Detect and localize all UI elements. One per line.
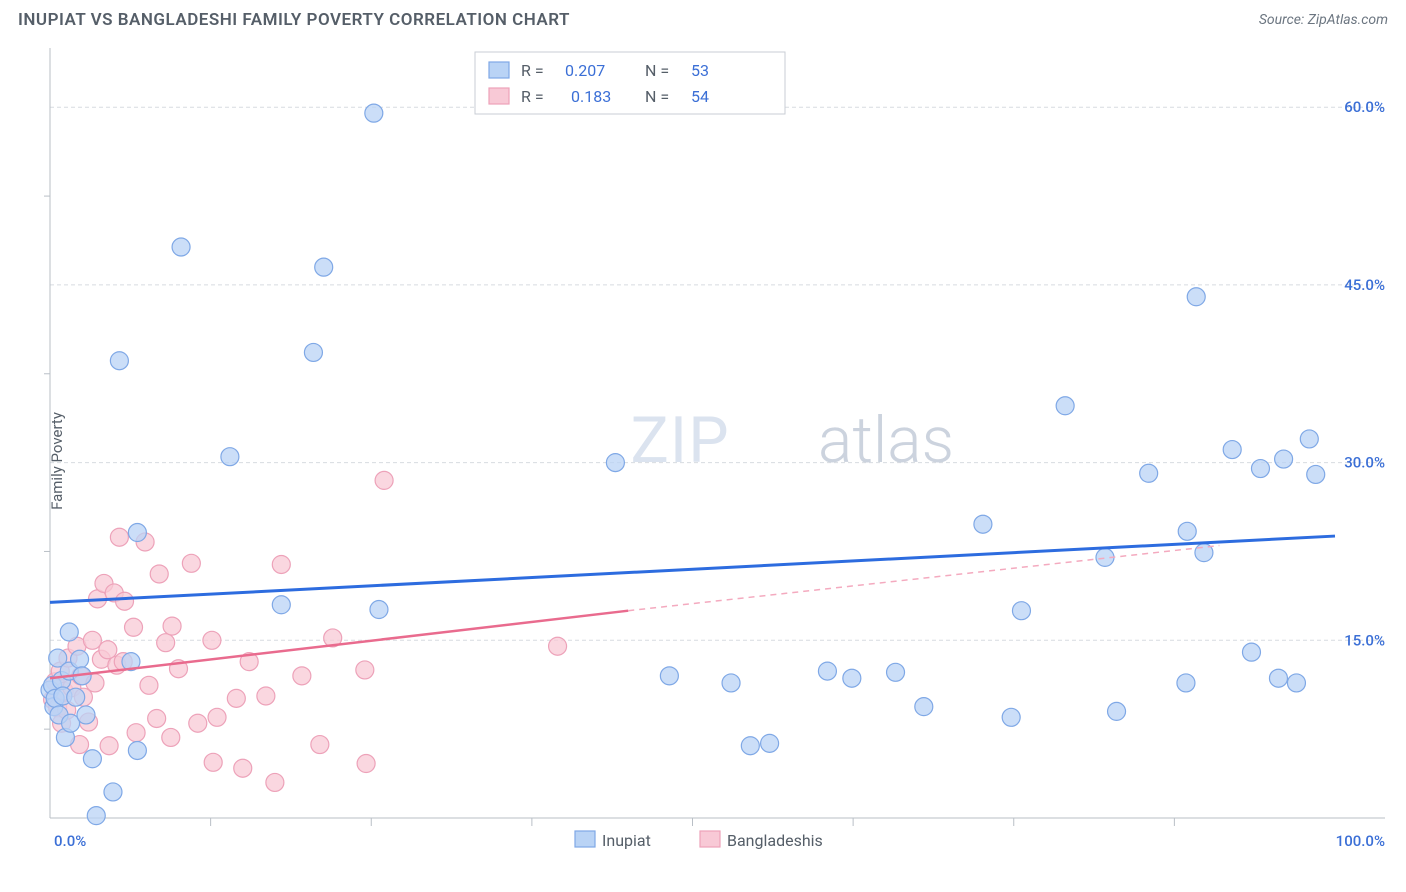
data-point-bangladeshis bbox=[257, 687, 275, 705]
data-point-bangladeshis bbox=[227, 689, 245, 707]
data-point-inupiat bbox=[1287, 674, 1305, 692]
y-tick-label: 30.0% bbox=[1344, 454, 1385, 472]
data-point-bangladeshis bbox=[127, 724, 145, 742]
legend-swatch-inupiat bbox=[489, 62, 509, 78]
legend-label-inupiat: Inupiat bbox=[602, 831, 651, 850]
scatter-plot: 15.0% 30.0% 45.0% 60.0% ZIP atlas 0.0% 100.0% R … bbox=[40, 36, 1400, 886]
data-point-bangladeshis bbox=[203, 631, 221, 649]
data-point-inupiat bbox=[915, 698, 933, 716]
data-point-inupiat bbox=[110, 352, 128, 370]
data-point-inupiat bbox=[1307, 465, 1325, 483]
y-tick-label: 45.0% bbox=[1344, 276, 1385, 294]
data-point-inupiat bbox=[887, 663, 905, 681]
data-point-inupiat bbox=[1223, 441, 1241, 459]
data-point-inupiat bbox=[1012, 602, 1030, 620]
data-point-inupiat bbox=[1108, 702, 1126, 720]
data-point-bangladeshis bbox=[293, 667, 311, 685]
data-point-inupiat bbox=[128, 524, 146, 542]
data-point-bangladeshis bbox=[100, 737, 118, 755]
watermark: ZIP bbox=[630, 403, 729, 478]
data-point-inupiat bbox=[1178, 522, 1196, 540]
data-point-inupiat bbox=[1177, 674, 1195, 692]
legend-swatch-inupiat-bottom bbox=[575, 831, 595, 847]
data-point-inupiat bbox=[60, 623, 78, 641]
data-point-bangladeshis bbox=[125, 618, 143, 636]
data-point-bangladeshis bbox=[375, 471, 393, 489]
data-point-inupiat bbox=[87, 807, 105, 825]
legend-n-label: N = bbox=[645, 61, 669, 80]
data-point-inupiat bbox=[365, 104, 383, 122]
data-point-bangladeshis bbox=[150, 565, 168, 583]
legend-n-value-inupiat: 53 bbox=[691, 61, 709, 80]
data-point-inupiat bbox=[1187, 288, 1205, 306]
watermark: atlas bbox=[818, 403, 954, 478]
data-point-inupiat bbox=[104, 783, 122, 801]
legend-r-value-bangladeshis: 0.183 bbox=[571, 87, 611, 106]
data-point-inupiat bbox=[370, 601, 388, 619]
data-point-inupiat bbox=[71, 650, 89, 668]
data-point-bangladeshis bbox=[140, 676, 158, 694]
data-point-inupiat bbox=[818, 662, 836, 680]
data-point-bangladeshis bbox=[157, 634, 175, 652]
data-point-inupiat bbox=[974, 515, 992, 533]
x-tick-label: 0.0% bbox=[54, 832, 86, 850]
data-point-inupiat bbox=[843, 669, 861, 687]
data-point-bangladeshis bbox=[182, 554, 200, 572]
data-point-inupiat bbox=[83, 750, 101, 768]
legend-r-label: R = bbox=[521, 87, 544, 106]
data-point-inupiat bbox=[77, 706, 95, 724]
data-point-bangladeshis bbox=[356, 661, 374, 679]
data-point-inupiat bbox=[304, 343, 322, 361]
legend-n-value-bangladeshis: 54 bbox=[691, 87, 709, 106]
trendline-inupiat bbox=[50, 536, 1335, 602]
data-point-bangladeshis bbox=[110, 528, 128, 546]
legend-swatch-bangladeshis bbox=[489, 88, 509, 104]
data-point-inupiat bbox=[272, 596, 290, 614]
data-point-inupiat bbox=[1300, 430, 1318, 448]
legend-label-bangladeshis: Bangladeshis bbox=[727, 831, 823, 850]
data-point-inupiat bbox=[1269, 669, 1287, 687]
data-point-bangladeshis bbox=[549, 637, 567, 655]
data-point-bangladeshis bbox=[83, 631, 101, 649]
data-point-inupiat bbox=[128, 741, 146, 759]
legend-n-label: N = bbox=[645, 87, 669, 106]
data-point-bangladeshis bbox=[208, 708, 226, 726]
data-point-inupiat bbox=[1242, 643, 1260, 661]
data-point-inupiat bbox=[606, 454, 624, 472]
data-point-inupiat bbox=[172, 238, 190, 256]
legend-swatch-bangladeshis-bottom bbox=[700, 831, 720, 847]
legend-r-label: R = bbox=[521, 61, 544, 80]
data-point-bangladeshis bbox=[272, 555, 290, 573]
data-point-bangladeshis bbox=[204, 753, 222, 771]
data-point-bangladeshis bbox=[311, 736, 329, 754]
chart-area: Family Poverty 15.0%30.0%45.0%60.0%ZIPat… bbox=[0, 36, 1406, 886]
data-point-inupiat bbox=[761, 734, 779, 752]
data-point-bangladeshis bbox=[234, 759, 252, 777]
data-point-inupiat bbox=[660, 667, 678, 685]
data-point-inupiat bbox=[741, 737, 759, 755]
y-tick-label: 15.0% bbox=[1344, 631, 1385, 649]
data-point-bangladeshis bbox=[357, 755, 375, 773]
data-point-inupiat bbox=[1140, 464, 1158, 482]
data-point-inupiat bbox=[1002, 708, 1020, 726]
data-point-bangladeshis bbox=[163, 617, 181, 635]
x-tick-label: 100.0% bbox=[1336, 832, 1385, 850]
data-point-bangladeshis bbox=[148, 709, 166, 727]
source-label: Source: ZipAtlas.com bbox=[1259, 12, 1388, 28]
data-point-inupiat bbox=[67, 688, 85, 706]
data-point-inupiat bbox=[221, 448, 239, 466]
data-point-inupiat bbox=[722, 674, 740, 692]
data-point-bangladeshis bbox=[266, 773, 284, 791]
legend-r-value-inupiat: 0.207 bbox=[565, 61, 605, 80]
data-point-bangladeshis bbox=[189, 714, 207, 732]
trendline-bangladeshis-extrapolated bbox=[628, 546, 1219, 611]
data-point-inupiat bbox=[315, 258, 333, 276]
chart-title: INUPIAT VS BANGLADESHI FAMILY POVERTY CO… bbox=[18, 10, 570, 30]
data-point-bangladeshis bbox=[116, 592, 134, 610]
data-point-inupiat bbox=[1056, 397, 1074, 415]
data-point-inupiat bbox=[1275, 450, 1293, 468]
data-point-inupiat bbox=[1251, 460, 1269, 478]
y-tick-label: 60.0% bbox=[1344, 98, 1385, 116]
data-point-bangladeshis bbox=[162, 728, 180, 746]
